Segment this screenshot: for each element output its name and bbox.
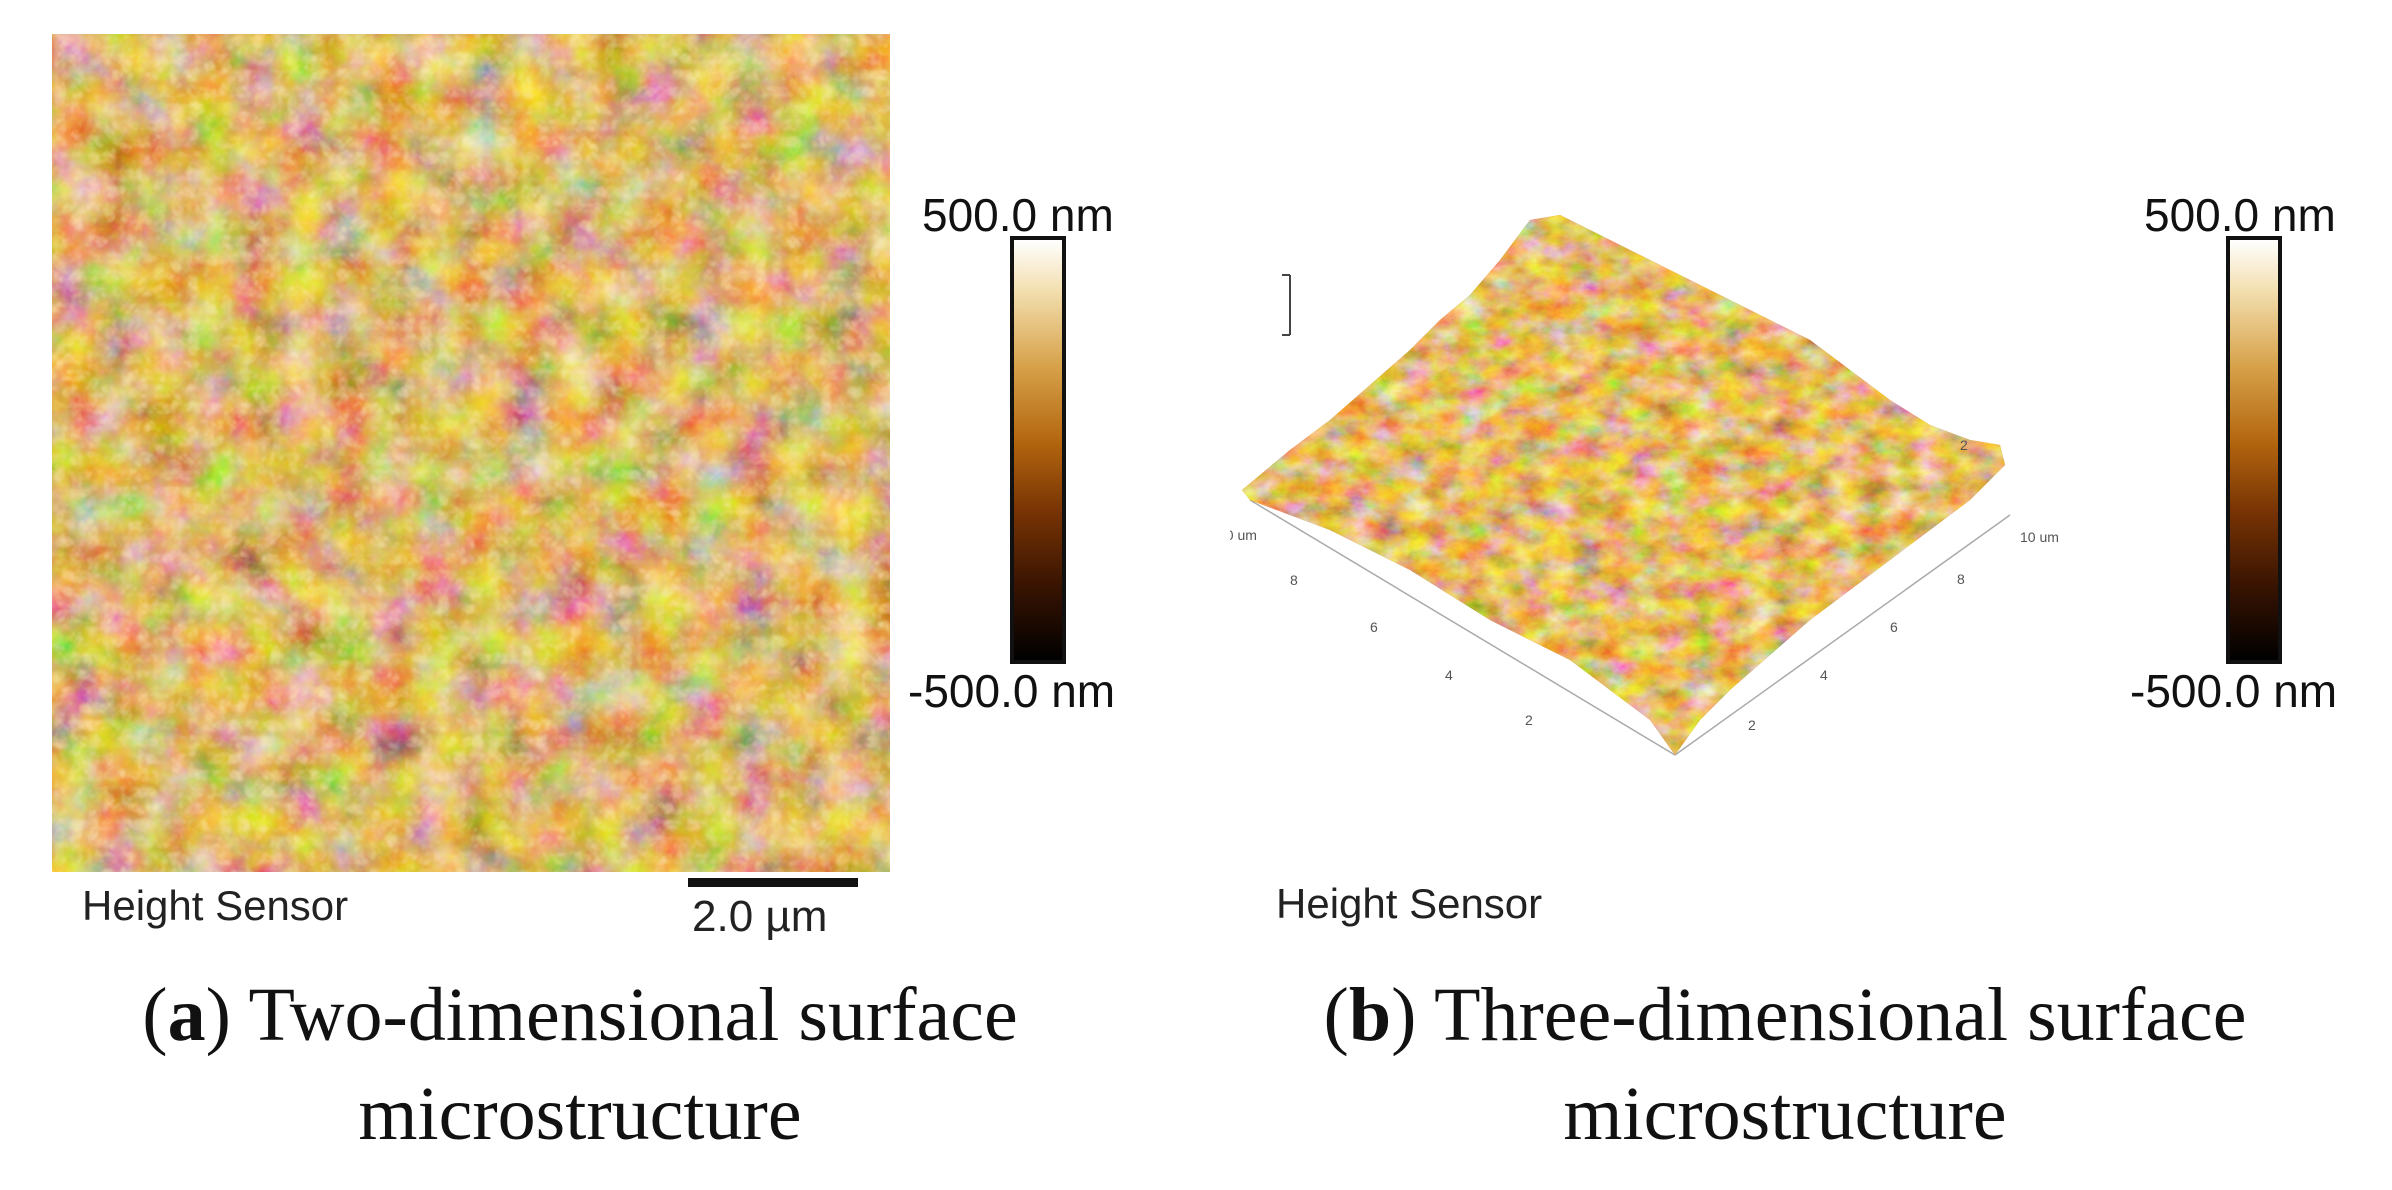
scale-bar: [688, 878, 858, 887]
tick-left-2: 4: [1445, 667, 1453, 683]
tick-right-0: 8: [1957, 571, 1965, 587]
height-sensor-label-b: Height Sensor: [1276, 880, 1543, 927]
axis-right-end-label: 10 um: [2020, 529, 2059, 545]
afm-2d-height-map: [52, 34, 890, 872]
caption-a-letter: a: [167, 973, 206, 1057]
height-sensor-label-a: Height Sensor: [82, 882, 349, 929]
axis-right: [1674, 514, 2011, 756]
caption-a: (a) Two-dimensional surface microstructu…: [60, 966, 1100, 1164]
tick-right-2: 4: [1820, 667, 1828, 683]
caption-b-line2: microstructure: [1563, 1071, 2007, 1156]
tick-left-1: 6: [1370, 619, 1378, 635]
afm-2d-image: [52, 34, 890, 872]
tick-left-0: 8: [1290, 572, 1298, 588]
caption-b-letter: b: [1348, 973, 1392, 1057]
caption-b: (b) Three-dimensional surface microstruc…: [1230, 966, 2340, 1164]
colorbar-min-label-a: -500.0 nm: [908, 665, 1116, 717]
tick-top-right: 2: [1960, 437, 1968, 453]
colorbar-b: [2226, 236, 2282, 664]
caption-a-line1: Two-dimensional surface: [248, 973, 1018, 1057]
afm-3d-surface-view: 10 um 8 6 4 2 10 um 8 6 4 2 2: [1230, 200, 2090, 780]
tick-left-3: 2: [1525, 712, 1533, 728]
tick-right-1: 6: [1890, 619, 1898, 635]
colorbar-a: [1010, 236, 1066, 664]
caption-b-line1: Three-dimensional surface: [1434, 973, 2247, 1057]
colorbar-max-label-b: 500.0 nm: [2144, 189, 2336, 241]
axis-left-end-label: 10 um: [1230, 527, 1257, 543]
afm-3d-image: 10 um 8 6 4 2 10 um 8 6 4 2 2: [1230, 215, 2059, 756]
colorbar-min-label-b: -500.0 nm: [2130, 665, 2338, 717]
scale-bar-label: 2.0 µm: [692, 892, 828, 941]
tick-right-3: 2: [1748, 717, 1756, 733]
colorbar-max-label-a: 500.0 nm: [922, 189, 1114, 241]
caption-a-line2: microstructure: [358, 1071, 802, 1156]
axis-left: [1249, 499, 1676, 756]
